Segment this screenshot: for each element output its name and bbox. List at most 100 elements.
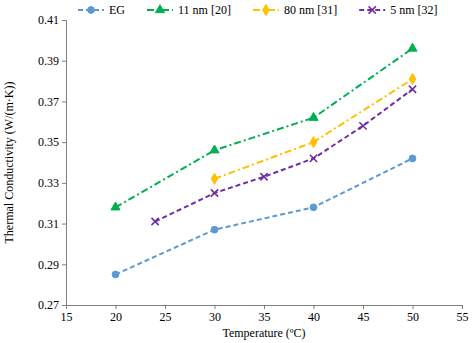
tick-label: 0.35 (38, 135, 59, 149)
series-line (215, 79, 413, 179)
tick-label: 0.39 (38, 54, 59, 68)
tick: 40 (308, 305, 320, 324)
marker-group (211, 173, 217, 184)
tick-mark (62, 305, 66, 306)
tick: 0.35 (38, 135, 66, 149)
tick-mark (62, 142, 66, 143)
tick: 20 (110, 305, 122, 324)
x-axis: 15 20 25 30 35 40 45 50 55 (61, 305, 469, 324)
tick-mark (62, 101, 66, 102)
tick: 45 (358, 305, 370, 324)
tick: 0.41 (38, 13, 66, 27)
tick-mark (413, 305, 414, 309)
tick: 30 (209, 305, 221, 324)
marker (211, 226, 218, 233)
legend-label: 5 nm [32] (390, 3, 437, 17)
tick: 35 (259, 305, 271, 324)
tick-label: 35 (259, 310, 271, 324)
tick-mark (62, 61, 66, 62)
marker-group (409, 73, 415, 84)
tick: 15 (61, 305, 73, 324)
tick-label: 30 (209, 310, 221, 324)
marker (211, 189, 218, 196)
axis-line (67, 306, 463, 310)
legend-label: 80 nm [31] (284, 3, 337, 17)
y-axis: 0.27 0.29 0.31 0.33 0.35 0.37 0.39 0.41 (38, 13, 67, 312)
legend-marker (263, 4, 269, 15)
marker (359, 122, 366, 129)
marker (309, 112, 318, 120)
marker-group (409, 155, 416, 162)
marker-group (408, 43, 417, 51)
tick-mark (116, 305, 117, 309)
y-axis-title: Thermal Conductivity (W/(m·K)) (2, 82, 16, 244)
marker (409, 155, 416, 162)
legend-marker (88, 7, 95, 14)
tick: 0.33 (38, 176, 66, 190)
plot: 1520253035404550550.270.290.310.330.350.… (38, 13, 469, 323)
legend-entry: EG (78, 3, 125, 17)
legend-marker-group (155, 5, 164, 13)
marker-group (260, 173, 267, 180)
legend-marker (155, 5, 164, 13)
series-group (111, 43, 417, 278)
tick-label: 50 (407, 310, 419, 324)
series-line (116, 49, 413, 208)
tick-mark (215, 305, 216, 309)
tick-label: 0.31 (38, 217, 59, 231)
tick-mark (62, 183, 66, 184)
tick: 0.29 (38, 258, 66, 272)
tick-mark (62, 20, 66, 21)
marker-group (112, 271, 119, 278)
axis-line (62, 21, 67, 306)
marker (211, 173, 217, 184)
x-axis-title: Temperature (ºC) (222, 326, 305, 340)
tick: 50 (407, 305, 419, 324)
series-line (155, 89, 412, 221)
marker-group (111, 202, 120, 210)
marker (210, 145, 219, 153)
tick: 0.27 (38, 298, 66, 312)
marker (112, 271, 119, 278)
tick-mark (462, 305, 463, 309)
marker-group (211, 189, 218, 196)
tick-label: 0.37 (38, 95, 59, 109)
marker (408, 43, 417, 51)
marker-group (309, 112, 318, 120)
chart: 1520253035404550550.270.290.310.330.350.… (0, 0, 474, 343)
marker-group (210, 145, 219, 153)
marker (111, 202, 120, 210)
legend-marker-group (263, 4, 269, 15)
legend-marker-group (369, 6, 376, 13)
marker (310, 204, 317, 211)
tick-label: 0.33 (38, 176, 59, 190)
tick-mark (264, 305, 265, 309)
tick-label: 25 (160, 310, 172, 324)
marker-group (310, 155, 317, 162)
tick: 0.37 (38, 95, 66, 109)
legend-marker-group (88, 7, 95, 14)
tick-mark (62, 224, 66, 225)
marker (310, 155, 317, 162)
marker-group (151, 218, 158, 225)
marker (409, 86, 416, 93)
tick-label: 45 (358, 310, 370, 324)
tick-label: 0.27 (38, 298, 59, 312)
marker-group (409, 86, 416, 93)
tick-mark (314, 305, 315, 309)
tick-label: 55 (457, 310, 469, 324)
marker-group (211, 226, 218, 233)
tick: 55 (457, 305, 469, 324)
marker (310, 137, 316, 148)
marker (151, 218, 158, 225)
marker-group (310, 204, 317, 211)
legend-entry: 5 nm [32] (359, 3, 437, 17)
legend: EG 11 nm [20] 80 nm [31] 5 nm [32] (78, 3, 438, 17)
tick-label: 20 (110, 310, 122, 324)
tick-mark (363, 305, 364, 309)
legend-entry: 11 nm [20] (147, 3, 231, 17)
tick-label: 0.29 (38, 258, 59, 272)
legend-label: EG (109, 3, 125, 17)
tick-mark (165, 305, 166, 309)
legend-marker (369, 6, 376, 13)
